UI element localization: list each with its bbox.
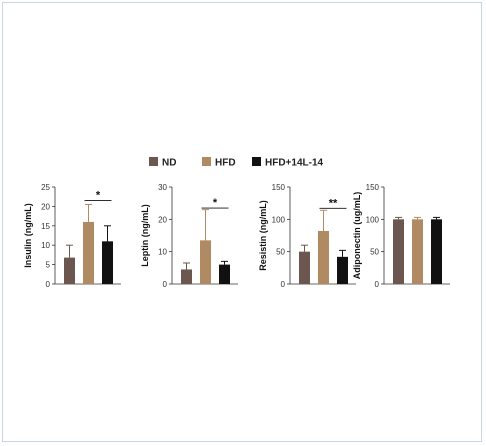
legend-swatch-0 xyxy=(149,157,158,166)
significance-label: ** xyxy=(329,197,338,209)
significance-label: * xyxy=(213,197,218,209)
legend-swatch-1 xyxy=(202,157,211,166)
bar-0 xyxy=(393,219,404,284)
bar-2 xyxy=(337,256,348,284)
significance-label: * xyxy=(96,190,101,202)
panel-2: 0 50 100 150 Resistin (ng/mL) ** xyxy=(258,183,356,289)
y-tick-label: 20 xyxy=(158,215,167,224)
y-tick-label: 15 xyxy=(41,222,50,231)
y-tick-label: 5 xyxy=(46,261,51,270)
legend-label-1: HFD xyxy=(215,158,236,169)
legend-label-2: HFD+14L-14 xyxy=(265,158,324,169)
y-tick-label: 150 xyxy=(272,183,286,192)
legend-swatch-2 xyxy=(252,157,261,166)
bar-0 xyxy=(181,269,192,284)
legend-label-0: ND xyxy=(162,158,176,169)
y-tick-label: 150 xyxy=(366,183,380,192)
figure-frame: ND HFD HFD+14L-14 0 5 10 15 20 25 Insulin (ng/mL… xyxy=(2,2,482,442)
panel-3: 0 50 100 150 Adiponectin (ug/mL) xyxy=(352,183,450,289)
panel-0: 0 5 10 15 20 25 Insulin (ng/mL) * xyxy=(23,183,121,289)
y-tick-label: 20 xyxy=(41,202,50,211)
bar-0 xyxy=(299,251,310,284)
bar-1 xyxy=(83,221,94,284)
bar-2 xyxy=(102,241,113,284)
bar-1 xyxy=(412,219,423,284)
bar-0 xyxy=(64,257,75,284)
y-tick-label: 100 xyxy=(366,215,380,224)
y-tick-label: 25 xyxy=(41,183,50,192)
chart-panels: 0 5 10 15 20 25 Insulin (ng/mL) * 0 10 20 30 Leptin … xyxy=(23,183,450,289)
y-axis-label: Insulin (ng/mL) xyxy=(23,203,33,268)
y-tick-label: 50 xyxy=(276,248,285,257)
y-tick-label: 100 xyxy=(272,215,286,224)
y-tick-label: 0 xyxy=(46,280,51,289)
y-tick-label: 10 xyxy=(41,241,50,250)
chart-legend: ND HFD HFD+14L-14 xyxy=(149,157,324,169)
chart-figure: ND HFD HFD+14L-14 0 5 10 15 20 25 Insulin (ng/mL… xyxy=(23,157,450,289)
y-axis-label: Resistin (ng/mL) xyxy=(258,200,268,271)
y-axis-label: Adiponectin (ug/mL) xyxy=(352,192,362,280)
y-tick-label: 10 xyxy=(158,248,167,257)
y-tick-label: 30 xyxy=(158,183,167,192)
bar-2 xyxy=(431,219,442,284)
y-tick-label: 0 xyxy=(281,280,286,289)
bar-1 xyxy=(318,230,329,284)
y-tick-label: 0 xyxy=(163,280,168,289)
y-tick-label: 0 xyxy=(375,280,380,289)
y-tick-label: 50 xyxy=(370,248,379,257)
bar-1 xyxy=(200,240,211,284)
bar-2 xyxy=(219,264,230,284)
panel-1: 0 10 20 30 Leptin (ng/mL) * xyxy=(140,183,238,289)
y-axis-label: Leptin (ng/mL) xyxy=(140,204,150,267)
